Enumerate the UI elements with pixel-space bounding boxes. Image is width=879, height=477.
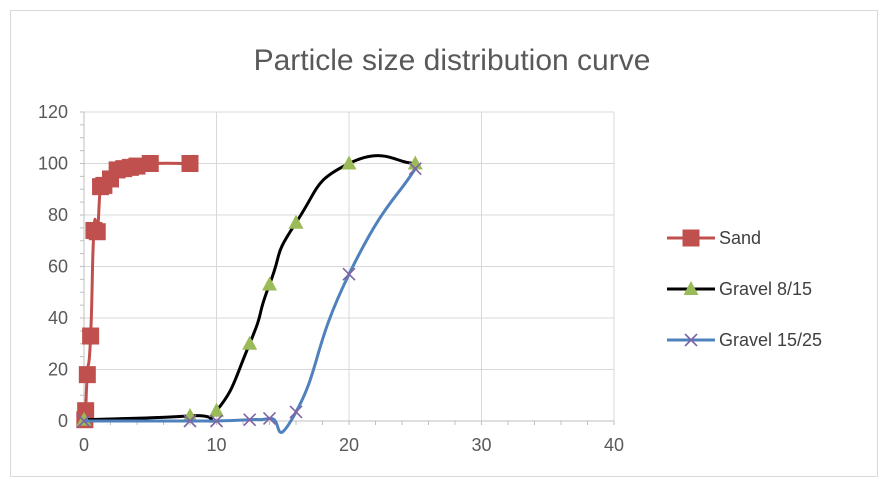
point-gravel-15-25-stroke	[183, 414, 197, 428]
x-tick-label: 40	[604, 435, 624, 455]
series-gravel-15-25	[77, 162, 422, 434]
y-tick-label: 80	[48, 205, 68, 225]
point-gravel-15-25	[243, 413, 257, 427]
legend: Sand Gravel 8/15 Gravel 15/25	[667, 228, 822, 350]
x-tick-label: 10	[206, 435, 226, 455]
y-tick-label: 20	[48, 360, 68, 380]
point-gravel-8-15	[262, 276, 277, 291]
point-gravel-15-25-stroke	[289, 405, 303, 419]
point-gravel-8-15	[341, 155, 357, 170]
y-tick-label: 0	[58, 411, 68, 431]
series-sand	[76, 155, 199, 429]
y-tick-label: 40	[48, 308, 68, 328]
point-sand	[141, 155, 159, 172]
legend-item-gravel-8-15: Gravel 8/15	[667, 279, 812, 299]
point-gravel-15-25-stroke	[408, 162, 422, 176]
series-group	[76, 154, 423, 434]
x-tick-label: 20	[339, 435, 359, 455]
x-tick-label: 30	[471, 435, 491, 455]
point-gravel-15-25	[342, 267, 356, 281]
x-tick-label: 0	[79, 435, 89, 455]
grid	[84, 111, 615, 421]
point-sand	[181, 155, 199, 172]
axes: 0 20 40 60 80 100 120 0 10 20 30 40	[38, 102, 624, 455]
legend-label-sand: Sand	[719, 228, 761, 248]
point-gravel-8-15	[209, 402, 224, 417]
point-gravel-15-25	[289, 405, 303, 419]
point-gravel-15-25	[77, 414, 91, 428]
legend-marker-gravel-8-15	[683, 281, 699, 295]
point-gravel-8-15	[242, 335, 258, 350]
chart-title: Particle size distribution curve	[254, 44, 651, 77]
chart-border	[10, 10, 878, 477]
legend-label-gravel-8-15: Gravel 8/15	[719, 279, 812, 299]
point-sand	[88, 223, 106, 241]
y-tick-label: 60	[48, 257, 68, 277]
point-sand	[82, 327, 100, 345]
point-gravel-15-25	[183, 414, 197, 428]
legend-marker-sand	[682, 229, 700, 247]
point-gravel-15-25-stroke	[77, 414, 91, 428]
point-gravel-8-15	[288, 214, 304, 229]
legend-item-gravel-15-25: Gravel 15/25	[667, 330, 822, 350]
point-gravel-15-25-stroke	[342, 267, 356, 281]
point-gravel-15-25-stroke	[243, 413, 257, 427]
legend-marker-gravel-15-25	[684, 333, 698, 347]
point-gravel-15-25	[209, 414, 224, 428]
legend-marker-gravel-15-25-stroke	[684, 333, 698, 347]
y-tick-label: 100	[38, 154, 68, 174]
point-gravel-15-25	[262, 411, 277, 425]
series-gravel-8-15	[76, 154, 423, 426]
y-tick-label: 120	[38, 102, 68, 122]
point-sand	[78, 366, 96, 384]
legend-item-sand: Sand	[667, 228, 761, 248]
point-gravel-15-25	[408, 162, 422, 176]
point-gravel-15-25-stroke	[262, 411, 277, 425]
point-gravel-15-25-stroke	[209, 414, 224, 428]
legend-label-gravel-15-25: Gravel 15/25	[719, 330, 822, 350]
